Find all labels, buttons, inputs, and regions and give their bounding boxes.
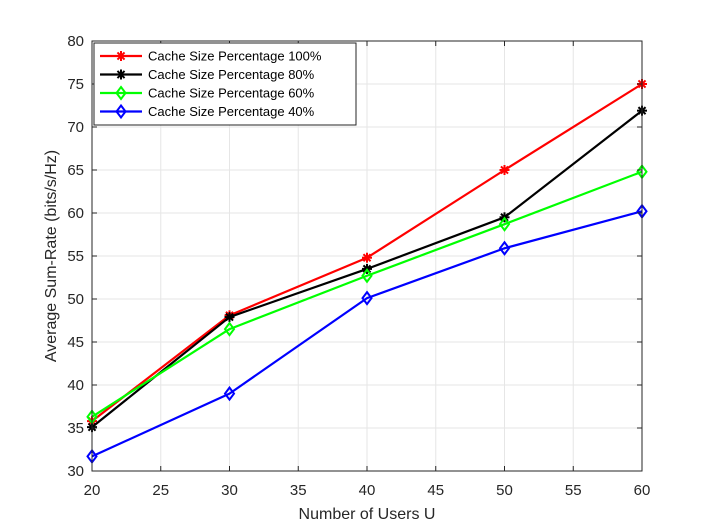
y-tick-label: 55	[67, 248, 84, 265]
x-tick-label: 55	[565, 482, 582, 499]
asterisk-stroke	[116, 70, 126, 79]
y-tick-label: 80	[67, 33, 84, 50]
y-tick-label: 60	[67, 205, 84, 222]
asterisk-stroke	[116, 51, 126, 61]
data-point	[499, 165, 510, 175]
series-3	[86, 164, 648, 425]
legend-marker	[116, 51, 126, 61]
series-line	[91, 210, 643, 458]
data-point	[361, 290, 373, 306]
data-point	[362, 252, 372, 263]
legend-marker	[115, 85, 127, 101]
asterisk-stroke	[362, 253, 372, 262]
x-tick-label: 30	[221, 482, 238, 499]
legend-label: Cache Size Percentage 80%	[148, 67, 315, 82]
data-point	[498, 240, 511, 256]
data-point	[223, 385, 236, 402]
x-axis-label: Number of Users U	[299, 506, 436, 523]
legend: Cache Size Percentage 100% Cache Size Per…	[93, 42, 357, 126]
legend-label: Cache Size Percentage 60%	[148, 86, 315, 101]
legend-entry: Cache Size Percentage 40%	[100, 103, 315, 120]
data-point	[498, 216, 511, 232]
data-point	[224, 312, 235, 323]
series-group	[86, 79, 648, 465]
legend-entry: Cache Size Percentage 100%	[100, 49, 322, 64]
axis-ticks: 20 25 30 35 40 45 50 55 60 30 35 40 45 50 55 60 65 70 75 80	[67, 33, 650, 499]
x-tick-label: 35	[290, 482, 307, 499]
data-point	[223, 321, 236, 337]
asterisk-stroke	[500, 165, 509, 175]
legend-label: Cache Size Percentage 100%	[148, 49, 322, 64]
x-tick-label: 25	[152, 482, 169, 499]
x-tick-label: 40	[359, 482, 376, 499]
y-tick-label: 50	[67, 291, 84, 308]
legend-marker	[116, 69, 126, 80]
y-tick-label: 45	[67, 334, 84, 351]
data-point	[361, 268, 373, 284]
legend-marker	[115, 103, 127, 120]
y-tick-label: 40	[67, 377, 84, 394]
y-tick-label: 30	[67, 463, 84, 480]
x-tick-label: 60	[634, 482, 651, 499]
series-line	[91, 170, 643, 418]
y-tick-label: 75	[67, 76, 84, 93]
asterisk-stroke	[225, 312, 234, 322]
legend-entry: Cache Size Percentage 60%	[100, 85, 315, 101]
y-tick-label: 70	[67, 119, 84, 136]
y-tick-label: 65	[67, 162, 84, 179]
x-tick-label: 45	[427, 482, 444, 499]
x-tick-label: 20	[84, 482, 101, 499]
y-tick-label: 35	[67, 420, 84, 437]
legend-entry: Cache Size Percentage 80%	[100, 67, 315, 82]
legend-label: Cache Size Percentage 40%	[148, 104, 315, 119]
y-axis-label: Average Sum-Rate (bits/s/Hz)	[43, 150, 60, 362]
x-tick-label: 50	[496, 482, 513, 499]
